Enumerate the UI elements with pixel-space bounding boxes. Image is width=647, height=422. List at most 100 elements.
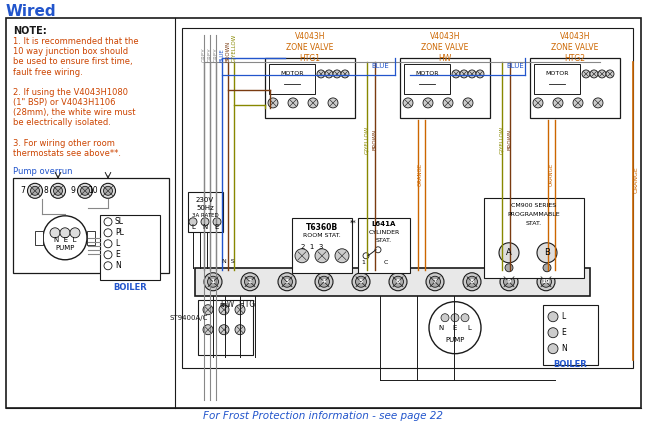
Text: thermostats see above**.: thermostats see above**. xyxy=(13,149,121,158)
Circle shape xyxy=(318,276,329,287)
Text: CM900 SERIES: CM900 SERIES xyxy=(511,203,556,208)
Bar xyxy=(13,178,169,273)
Text: PUMP: PUMP xyxy=(55,245,74,251)
Circle shape xyxy=(452,70,460,78)
Bar xyxy=(182,28,633,368)
Text: 4: 4 xyxy=(322,279,326,284)
Text: PL: PL xyxy=(115,228,124,237)
Text: C: C xyxy=(384,260,388,265)
Bar xyxy=(400,58,490,118)
Text: 7: 7 xyxy=(20,187,25,195)
Circle shape xyxy=(389,273,407,291)
Text: MOTOR: MOTOR xyxy=(415,71,439,76)
Text: 1: 1 xyxy=(211,279,215,284)
Text: N  E  L: N E L xyxy=(54,237,76,243)
Text: G/YELLOW: G/YELLOW xyxy=(232,34,237,62)
Circle shape xyxy=(505,264,513,272)
Text: SL: SL xyxy=(115,217,124,226)
Circle shape xyxy=(278,273,296,291)
Text: N-L: N-L xyxy=(220,303,230,308)
Text: PUMP: PUMP xyxy=(445,337,465,343)
Text: 10: 10 xyxy=(89,187,98,195)
Circle shape xyxy=(429,302,481,354)
Text: GREY: GREY xyxy=(214,47,219,62)
Circle shape xyxy=(553,98,563,108)
Bar xyxy=(534,64,580,94)
Circle shape xyxy=(295,249,309,263)
Text: L: L xyxy=(191,224,195,230)
Text: 8: 8 xyxy=(470,279,474,284)
Bar xyxy=(195,268,590,296)
Circle shape xyxy=(463,273,481,291)
Circle shape xyxy=(241,273,259,291)
Text: BROWN: BROWN xyxy=(507,129,512,151)
Text: BOILER: BOILER xyxy=(113,283,147,292)
Circle shape xyxy=(582,70,590,78)
Circle shape xyxy=(533,98,543,108)
Text: ORANGE: ORANGE xyxy=(633,166,639,193)
Circle shape xyxy=(213,218,221,226)
Text: 6: 6 xyxy=(396,279,400,284)
Circle shape xyxy=(430,276,441,287)
Circle shape xyxy=(548,312,558,322)
Text: ORANGE: ORANGE xyxy=(549,163,553,187)
Text: T6360B: T6360B xyxy=(306,223,338,232)
Circle shape xyxy=(203,305,213,315)
Circle shape xyxy=(281,276,292,287)
Circle shape xyxy=(590,70,598,78)
Circle shape xyxy=(43,216,87,260)
Circle shape xyxy=(100,183,116,198)
Text: MOTOR: MOTOR xyxy=(545,71,569,76)
Circle shape xyxy=(606,70,614,78)
Circle shape xyxy=(104,240,112,248)
Circle shape xyxy=(308,98,318,108)
Circle shape xyxy=(235,305,245,315)
Circle shape xyxy=(235,325,245,335)
Circle shape xyxy=(341,70,349,78)
Text: B: B xyxy=(544,248,550,257)
Text: N: N xyxy=(439,325,444,331)
Bar xyxy=(188,192,223,232)
Circle shape xyxy=(461,314,469,322)
Circle shape xyxy=(104,187,113,195)
Text: GREY: GREY xyxy=(208,47,212,62)
Text: 2: 2 xyxy=(248,279,252,284)
Text: PROGRAMMABLE: PROGRAMMABLE xyxy=(508,212,560,217)
Text: BROWN: BROWN xyxy=(226,41,230,62)
Text: be used to ensure first time,: be used to ensure first time, xyxy=(13,57,133,66)
Text: A: A xyxy=(506,248,512,257)
Text: BLUE: BLUE xyxy=(219,48,225,62)
Circle shape xyxy=(423,98,433,108)
Circle shape xyxy=(537,243,557,263)
Circle shape xyxy=(500,273,518,291)
Circle shape xyxy=(352,273,370,291)
Text: BLUE: BLUE xyxy=(371,63,389,69)
Circle shape xyxy=(104,229,112,237)
Text: (1" BSP) or V4043H1106: (1" BSP) or V4043H1106 xyxy=(13,98,116,107)
Circle shape xyxy=(54,187,63,195)
Circle shape xyxy=(403,98,413,108)
Text: 2  1  3: 2 1 3 xyxy=(301,244,324,250)
Text: BLUE: BLUE xyxy=(506,63,524,69)
Circle shape xyxy=(328,98,338,108)
Circle shape xyxy=(540,276,551,287)
Circle shape xyxy=(60,228,70,238)
Circle shape xyxy=(201,218,209,226)
Circle shape xyxy=(393,276,404,287)
Text: 3: 3 xyxy=(285,279,289,284)
Text: 10: 10 xyxy=(542,279,551,284)
Circle shape xyxy=(548,328,558,338)
Text: **: ** xyxy=(350,220,356,226)
Circle shape xyxy=(426,273,444,291)
Circle shape xyxy=(28,183,43,198)
Text: L641A: L641A xyxy=(372,221,396,227)
Text: CYLINDER: CYLINDER xyxy=(368,230,400,235)
Text: 1. It is recommended that the: 1. It is recommended that the xyxy=(13,37,138,46)
Bar xyxy=(265,58,355,118)
Circle shape xyxy=(78,183,93,198)
Circle shape xyxy=(355,276,366,287)
Text: For Frost Protection information - see page 22: For Frost Protection information - see p… xyxy=(203,411,443,421)
Text: ORANGE: ORANGE xyxy=(417,163,422,187)
Bar xyxy=(484,198,584,278)
Circle shape xyxy=(219,305,229,315)
